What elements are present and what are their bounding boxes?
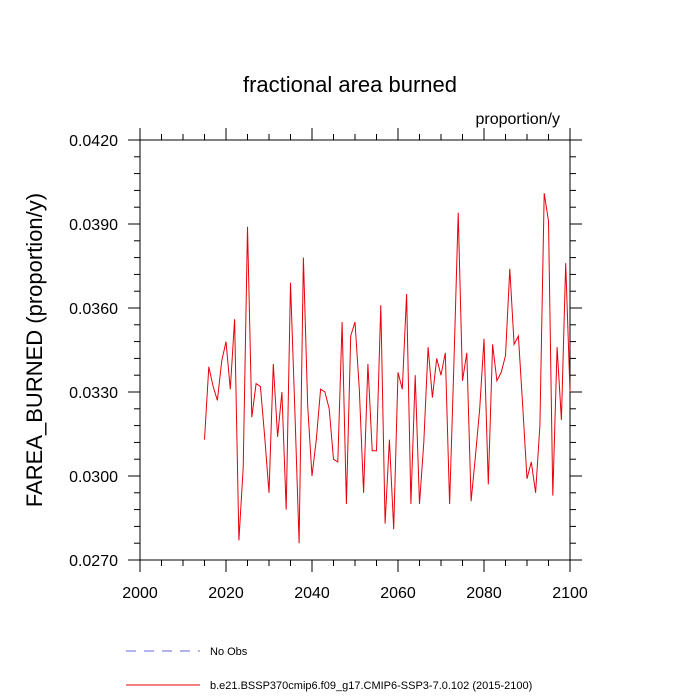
y-tick-label: 0.0420: [69, 133, 118, 150]
legend-label-no-obs: No Obs: [210, 646, 248, 658]
x-tick-label: 2000: [122, 585, 158, 602]
series-line-0: [204, 193, 571, 544]
x-tick-label: 2040: [294, 585, 330, 602]
y-tick-label: 0.0270: [69, 553, 118, 570]
y-tick-label: 0.0390: [69, 217, 118, 234]
legend-label-model-run: b.e21.BSSP370cmip6.f09_g17.CMIP6-SSP3-7.…: [210, 680, 532, 692]
x-tick-label: 2080: [466, 585, 502, 602]
x-tick-label: 2100: [552, 585, 588, 602]
chart-title: fractional area burned: [243, 72, 457, 97]
x-tick-label: 2060: [380, 585, 416, 602]
x-tick-label: 2020: [208, 585, 244, 602]
axis-ticks: [128, 128, 582, 572]
axis-tick-labels: 2000 2020 2040 2060 2080 2100 0.0270 0.0300 0.03…: [69, 133, 588, 602]
y-tick-label: 0.0360: [69, 301, 118, 318]
y-tick-label: 0.0300: [69, 469, 118, 486]
units-label: proportion/y: [476, 111, 561, 128]
y-tick-label: 0.0330: [69, 385, 118, 402]
series-layer: [204, 193, 571, 544]
y-axis-label: FAREA_BURNED (proportion/y): [22, 193, 47, 507]
legend: No Obs b.e21.BSSP370cmip6.f09_g17.CMIP6-…: [126, 646, 532, 692]
